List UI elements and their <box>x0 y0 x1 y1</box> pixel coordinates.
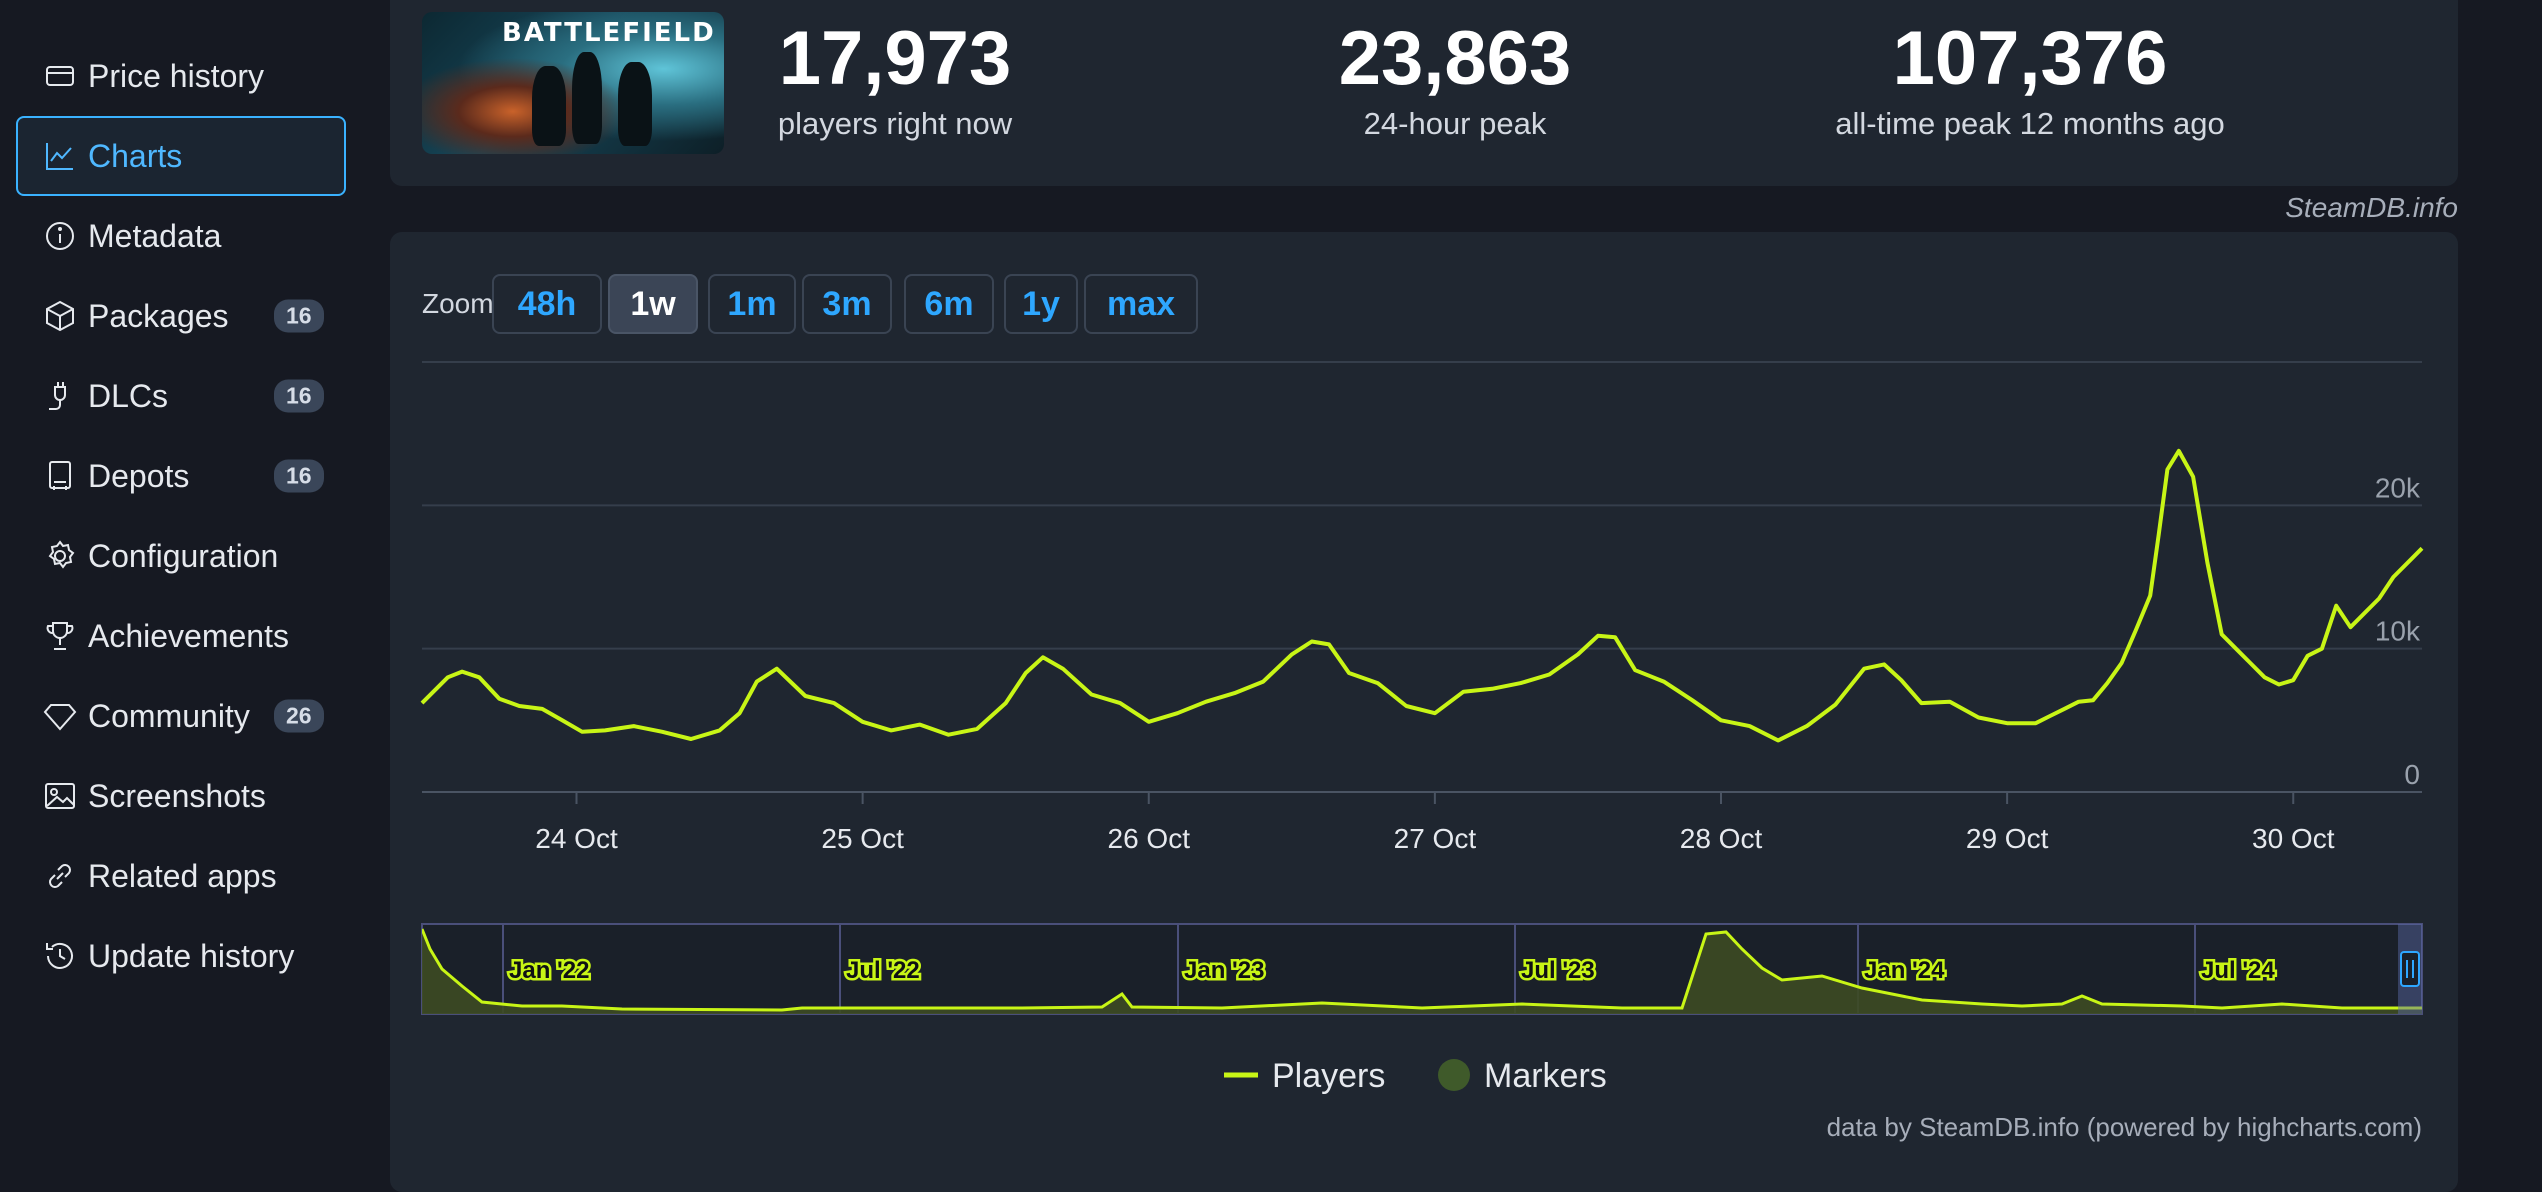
zoom-button-3m[interactable]: 3m <box>802 274 892 334</box>
zoom-label: Zoom <box>422 288 494 319</box>
stat-label: players right now <box>777 106 1013 141</box>
zoom-button-1w[interactable]: 1w <box>608 274 698 334</box>
stat-value: 107,376 <box>1892 16 2168 101</box>
sidebar-item-charts[interactable]: Charts <box>16 116 346 196</box>
sidebar-item-community[interactable]: Community 26 <box>16 676 346 756</box>
stat-value: 17,973 <box>778 16 1012 101</box>
zoom-button-6m[interactable]: 6m <box>904 274 994 334</box>
sidebar-item-label: Update history <box>88 937 295 974</box>
stat-24h-peak: 23,863 24-hour peak <box>1190 14 1720 142</box>
stat-players-now: 17,973 players right now <box>630 14 1160 142</box>
sidebar-item-price-history[interactable]: Price history <box>16 36 346 116</box>
image-icon <box>40 776 80 816</box>
sidebar: Price history Charts Metadata Packages 16 DLC… <box>0 0 360 1172</box>
trophy-icon <box>40 616 80 656</box>
info-circle-icon <box>40 216 80 256</box>
x-tick-label: 25 Oct <box>821 823 904 854</box>
stat-value: 23,863 <box>1338 16 1572 101</box>
game-header-image[interactable]: BATTLEFIELD <box>422 12 724 154</box>
game-logo-text: BATTLEFIELD <box>502 18 716 48</box>
sidebar-item-label: DLCs <box>88 377 169 414</box>
package-icon <box>40 296 80 336</box>
legend-item-markers[interactable]: Markers <box>1484 1057 1607 1095</box>
zoom-button-1m[interactable]: 1m <box>708 274 796 334</box>
y-tick-label: 10k <box>2375 616 2421 647</box>
sidebar-item-label: Depots <box>88 457 190 494</box>
stat-label: all-time peak 12 months ago <box>1835 106 2225 141</box>
x-tick-label: 26 Oct <box>1108 823 1191 854</box>
zoom-button-max[interactable]: max <box>1084 274 1198 334</box>
x-tick-label: 29 Oct <box>1966 823 2049 854</box>
history-icon <box>40 936 80 976</box>
navigator-series-line <box>422 928 2422 1012</box>
steamdb-credit[interactable]: SteamDB.info <box>2285 192 2458 223</box>
navigator-tick-label: Jan '24 <box>1864 957 1945 984</box>
series-line-players[interactable] <box>420 448 2424 743</box>
navigator-tick-label: Jul '24 <box>2201 957 2275 984</box>
navigator-tick-label: Jan '22 <box>509 957 589 984</box>
y-tick-label: 20k <box>2375 472 2421 503</box>
x-tick-label: 27 Oct <box>1394 823 1477 854</box>
navigator-handle[interactable] <box>2400 951 2420 987</box>
count-badge: 26 <box>274 699 324 733</box>
x-tick-label: 24 Oct <box>535 823 618 854</box>
sidebar-item-label: Related apps <box>88 857 277 894</box>
sidebar-item-dlcs[interactable]: DLCs 16 <box>16 356 346 436</box>
sidebar-item-packages[interactable]: Packages 16 <box>16 276 346 356</box>
sidebar-item-depots[interactable]: Depots 16 <box>16 436 346 516</box>
sidebar-item-label: Configuration <box>88 537 279 574</box>
count-badge: 16 <box>274 459 324 493</box>
chart-credit[interactable]: data by SteamDB.info (powered by highcha… <box>1826 1112 2422 1142</box>
price-tag-icon <box>40 56 80 96</box>
chart-line-icon <box>40 136 80 176</box>
sidebar-item-update-history[interactable]: Update history <box>16 916 346 996</box>
sidebar-item-metadata[interactable]: Metadata <box>16 196 346 276</box>
server-icon <box>40 456 80 496</box>
sidebar-item-label: Achievements <box>88 617 289 654</box>
legend-circle-marker <box>1438 1059 1470 1091</box>
navigator-tick-label: Jul '23 <box>1521 957 1595 984</box>
chart-card: Zoom 48h 1w 1m 3m 6m 1y max 24 Oct 25 Oct 26 Oct… <box>390 232 2458 1192</box>
navigator-background[interactable] <box>421 923 2423 1015</box>
sidebar-item-screenshots[interactable]: Screenshots <box>16 756 346 836</box>
sidebar-item-related-apps[interactable]: Related apps <box>16 836 346 916</box>
gear-icon <box>40 536 80 576</box>
sidebar-item-label: Screenshots <box>88 777 266 814</box>
legend-item-players[interactable]: Players <box>1272 1057 1385 1095</box>
plug-icon <box>40 376 80 416</box>
x-tick-label: 28 Oct <box>1680 823 1763 854</box>
sidebar-item-achievements[interactable]: Achievements <box>16 596 346 676</box>
navigator-tick-label: Jul '22 <box>846 957 920 984</box>
navigator-tick-label: Jan '23 <box>1184 957 1264 984</box>
diamond-icon <box>40 696 80 736</box>
zoom-button-1y[interactable]: 1y <box>1004 274 1078 334</box>
player-count-chart[interactable]: 24 Oct 25 Oct 26 Oct 27 Oct 28 Oct 29 Oct 30 O… <box>390 232 2458 1172</box>
x-tick-label: 30 Oct <box>2252 823 2335 854</box>
sidebar-item-label: Community <box>88 697 250 734</box>
stat-all-time-peak: 107,376 all-time peak 12 months ago <box>1730 14 2330 142</box>
y-tick-label: 0 <box>2404 759 2420 790</box>
sidebar-item-label: Packages <box>88 297 229 334</box>
app-header-card: BATTLEFIELD 17,973 players right now 23,… <box>390 0 2458 186</box>
sidebar-item-label: Price history <box>88 57 265 94</box>
sidebar-item-label: Metadata <box>88 217 222 254</box>
count-badge: 16 <box>274 379 324 413</box>
sidebar-item-label: Charts <box>88 137 183 174</box>
count-badge: 16 <box>274 299 324 333</box>
stat-label: 24-hour peak <box>1363 106 1547 141</box>
zoom-button-48h[interactable]: 48h <box>492 274 602 334</box>
sidebar-item-configuration[interactable]: Configuration <box>16 516 346 596</box>
link-icon <box>40 856 80 896</box>
